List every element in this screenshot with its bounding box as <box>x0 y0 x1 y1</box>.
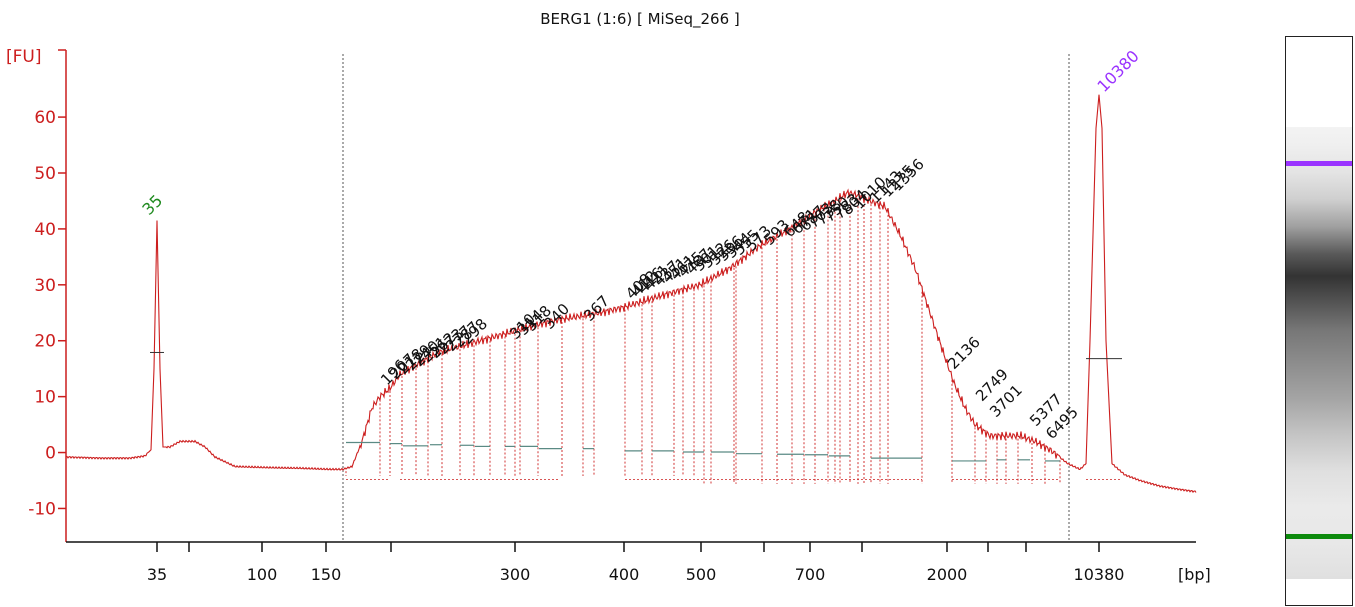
y-tick-label: 10 <box>34 388 56 408</box>
y-tick-label: 0 <box>45 444 56 464</box>
x-tick-label: 300 <box>500 565 531 584</box>
gel-upper-marker-band <box>1286 161 1352 166</box>
y-axis-label: [FU] <box>6 47 42 67</box>
y-tick-label: 50 <box>34 164 56 184</box>
y-tick-label: -10 <box>28 499 56 519</box>
marker-label: 10380 <box>1093 46 1142 95</box>
x-tick-label: 500 <box>686 565 717 584</box>
peak-boundary-lines <box>342 54 1122 542</box>
y-tick-label: 20 <box>34 332 56 352</box>
y-tick-label: 60 <box>34 108 56 128</box>
chart-axes <box>58 49 1196 543</box>
marker-label: 35 <box>138 191 166 219</box>
x-axis-ticks: 35 100 150 300 400 500 700 2000 10380 <box>147 542 1125 584</box>
peak-label: 1356 <box>888 155 928 195</box>
x-tick-label: 400 <box>609 565 640 584</box>
gel-lane <box>1286 127 1352 579</box>
x-tick-label: 150 <box>311 565 342 584</box>
peak-label: 2136 <box>944 333 984 373</box>
peak-label: 367 <box>580 292 613 325</box>
x-tick-label: 35 <box>147 565 167 584</box>
gel-image-panel <box>1285 36 1353 606</box>
x-tick-label: 2000 <box>927 565 968 584</box>
fluorescence-trace <box>65 94 1197 493</box>
x-tick-label: 10380 <box>1074 565 1125 584</box>
marker-labels: 35 10380 <box>138 46 1142 218</box>
chart-title: BERG1 (1:6) [ MiSeq_266 ] <box>540 10 740 29</box>
x-tick-label: 100 <box>247 565 278 584</box>
y-tick-label: 30 <box>34 276 56 296</box>
x-axis-label: [bp] <box>1178 565 1211 584</box>
gel-lower-marker-band <box>1286 534 1352 539</box>
x-tick-label: 700 <box>795 565 826 584</box>
y-tick-label: 40 <box>34 220 56 240</box>
fluorescence-trace-group <box>65 94 1197 493</box>
y-axis-ticks: -10 0 10 20 30 40 50 60 <box>28 108 66 519</box>
